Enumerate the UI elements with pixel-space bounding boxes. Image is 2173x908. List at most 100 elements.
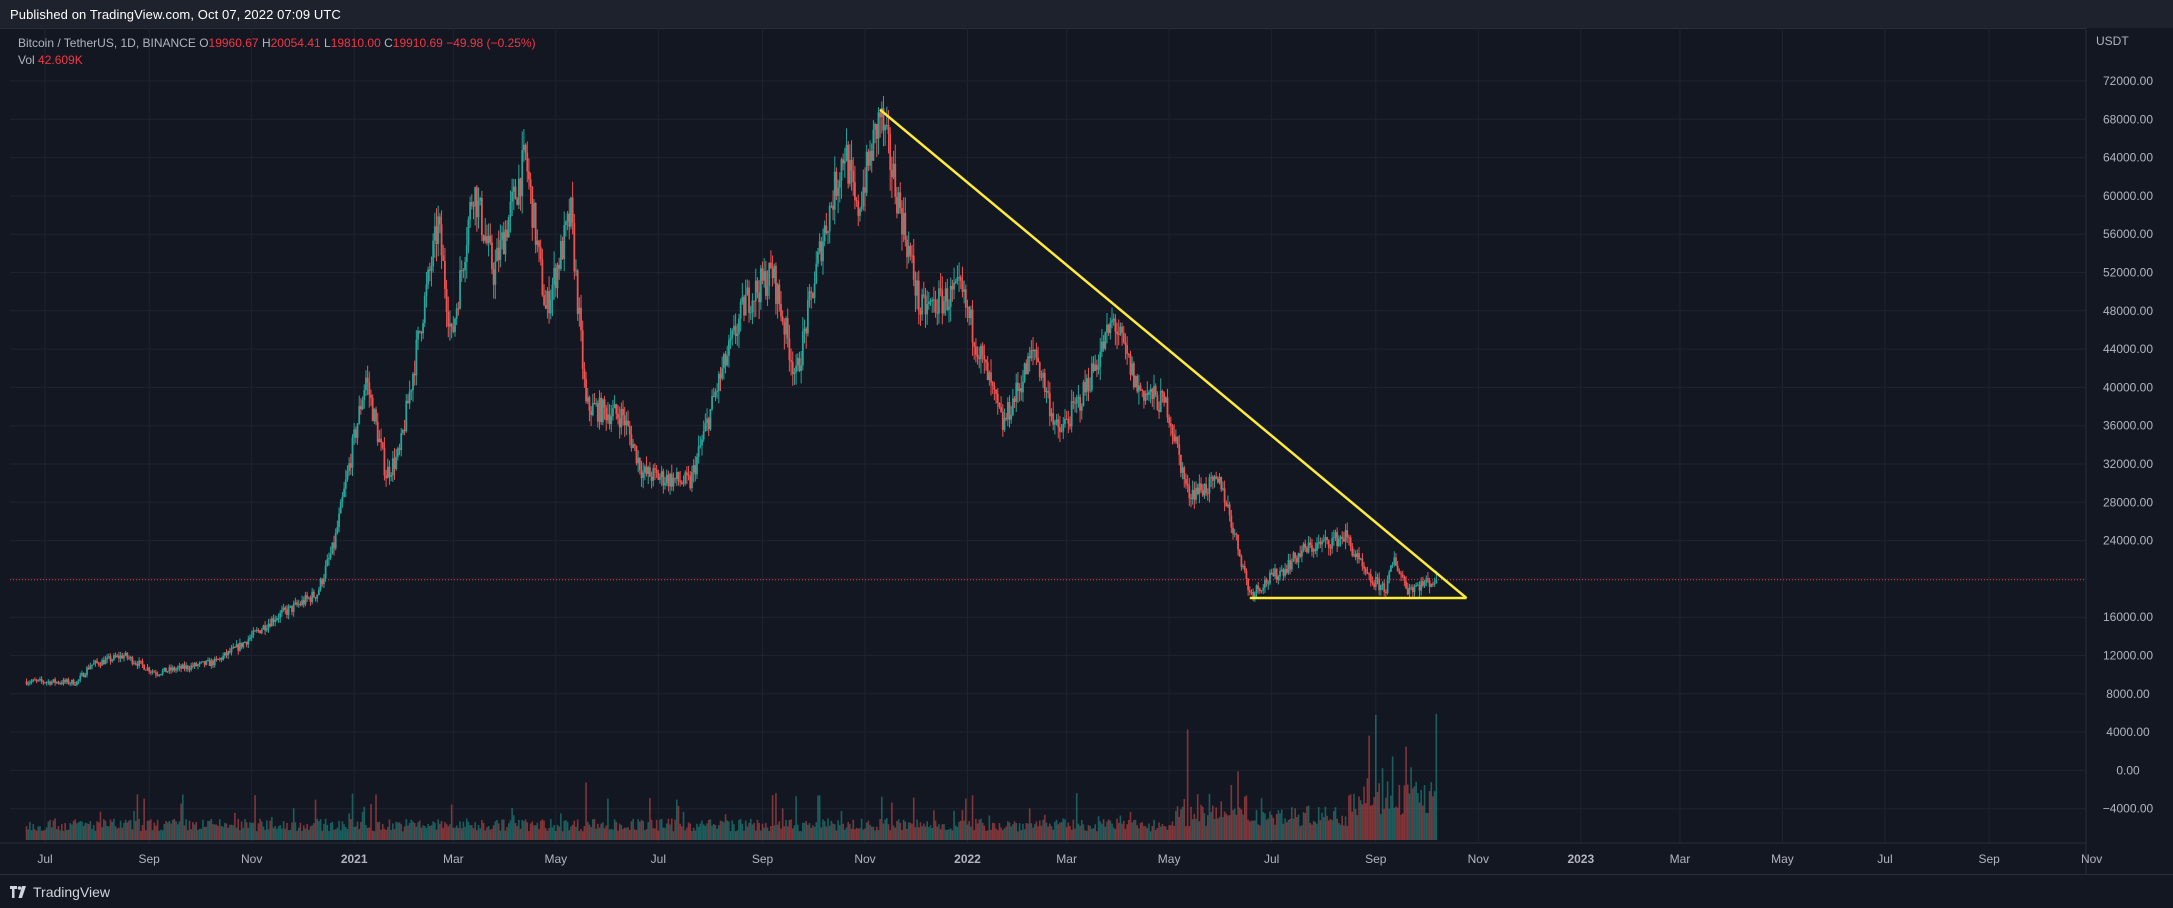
- volume-bar: [97, 822, 100, 840]
- tradingview-logo[interactable]: TradingView: [10, 884, 110, 900]
- volume-bar: [76, 823, 78, 840]
- volume-bar: [788, 820, 791, 840]
- volume-bar: [791, 828, 794, 840]
- candle-body: [1075, 398, 1078, 404]
- candle-body: [1122, 332, 1125, 343]
- candle-body: [709, 408, 712, 430]
- candle-body: [171, 667, 174, 671]
- volume-bar: [1038, 820, 1041, 840]
- volume-bar: [744, 820, 747, 840]
- candle-body: [360, 406, 362, 410]
- candle-body: [885, 125, 888, 127]
- candle-body: [808, 291, 811, 300]
- volume-bar: [30, 830, 33, 840]
- x-tick-label: 2022: [954, 852, 981, 866]
- candle-body: [625, 420, 628, 426]
- candle-body: [823, 225, 826, 242]
- candle-body: [1432, 583, 1434, 585]
- candle-body: [617, 413, 619, 419]
- volume-bar: [949, 828, 952, 840]
- candle-body: [534, 202, 537, 245]
- candle-body: [1346, 530, 1349, 538]
- volume-bar: [1401, 813, 1404, 840]
- candle-body: [77, 679, 80, 682]
- candle-body: [39, 678, 41, 680]
- candle-body: [1410, 587, 1413, 589]
- volume-bar: [1282, 823, 1285, 840]
- volume-bar: [558, 826, 560, 840]
- volume-bar: [707, 819, 710, 840]
- volume-bar: [612, 829, 614, 840]
- candle-body: [536, 240, 539, 245]
- volume-bar: [487, 826, 490, 840]
- candle-body: [1090, 363, 1093, 390]
- candle-body: [595, 403, 598, 405]
- candle-body: [860, 206, 863, 210]
- candle-body: [427, 269, 430, 285]
- candle-body: [991, 382, 994, 386]
- volume-bar: [136, 794, 139, 840]
- legend-low-value: 19810.00: [330, 36, 381, 50]
- candle-body: [339, 501, 342, 514]
- candle-body: [1040, 376, 1043, 378]
- volume-bar: [1143, 825, 1145, 840]
- candle-body: [435, 226, 438, 245]
- candle-body: [926, 304, 929, 315]
- candle-body: [591, 403, 594, 416]
- volume-bar: [1375, 714, 1377, 840]
- volume-bar: [410, 819, 413, 840]
- candle-body: [879, 112, 882, 118]
- volume-bar: [262, 826, 265, 840]
- volume-bar: [1331, 820, 1333, 840]
- volume-bar: [1220, 801, 1223, 840]
- volume-bar: [1215, 807, 1217, 840]
- candle-body: [1416, 584, 1419, 586]
- volume-bar: [1023, 829, 1026, 840]
- x-tick-label: Sep: [1978, 852, 2000, 866]
- volume-bar: [40, 830, 43, 840]
- candle-body: [899, 192, 902, 208]
- candle-body: [832, 205, 834, 210]
- candle-body: [151, 671, 154, 673]
- candle-body: [859, 209, 861, 216]
- candle-body: [134, 663, 137, 665]
- candle-body: [112, 655, 115, 660]
- volume-bar: [916, 819, 918, 840]
- volume-bar: [467, 821, 470, 840]
- volume-bar: [1003, 828, 1006, 840]
- volume-bar: [465, 818, 468, 840]
- volume-bar: [1117, 822, 1120, 840]
- volume-bar: [213, 824, 216, 840]
- volume-bar: [733, 824, 735, 840]
- candle-body: [146, 667, 149, 671]
- candle-body: [956, 277, 959, 281]
- candle-body: [912, 255, 915, 280]
- volume-bar: [111, 821, 114, 840]
- candle-body: [1423, 582, 1426, 586]
- candlestick-chart[interactable]: 19910.6916:50:4042.609K 72000.0068000.00…: [0, 28, 2173, 874]
- candle-body: [161, 670, 164, 675]
- volume-bar: [570, 826, 572, 840]
- candle-body: [744, 294, 747, 316]
- volume-bar: [1077, 823, 1080, 840]
- volume-bar: [476, 830, 478, 840]
- volume-bar: [1104, 826, 1107, 840]
- candle-body: [650, 476, 653, 481]
- volume-bar: [1087, 825, 1090, 840]
- candle-body: [1114, 318, 1117, 332]
- volume-bar: [477, 824, 480, 840]
- candle-body: [990, 372, 992, 383]
- candle-body: [1027, 356, 1029, 375]
- candle-body: [1277, 576, 1280, 581]
- candle-body: [450, 323, 453, 327]
- candle-body: [1284, 568, 1286, 576]
- candle-body: [627, 420, 629, 426]
- candle-body: [848, 159, 851, 184]
- volume-bar: [1255, 809, 1258, 840]
- volume-bar: [514, 822, 517, 840]
- candle-body: [916, 280, 918, 296]
- volume-bar: [1080, 820, 1083, 840]
- volume-bar: [1158, 822, 1160, 840]
- volume-bar: [1306, 806, 1308, 840]
- volume-bar: [613, 819, 616, 840]
